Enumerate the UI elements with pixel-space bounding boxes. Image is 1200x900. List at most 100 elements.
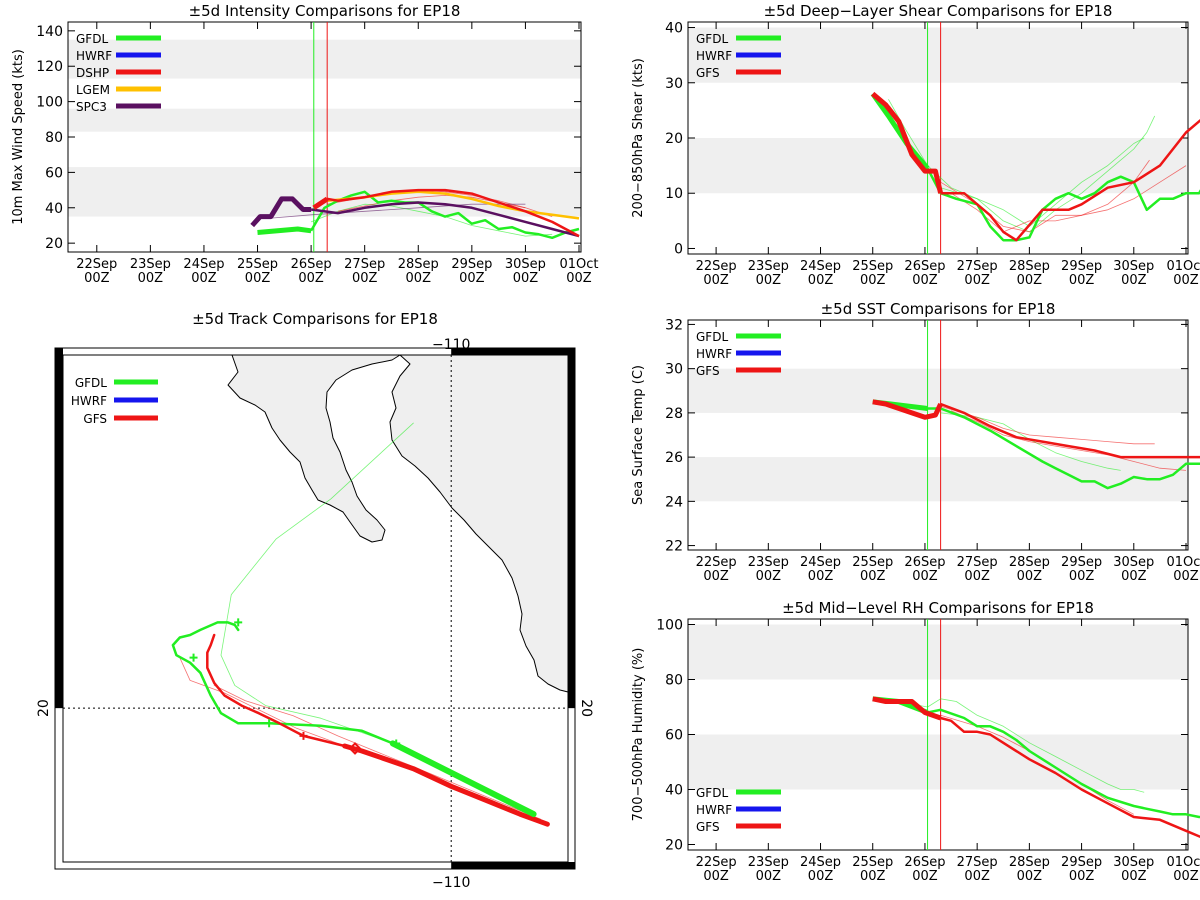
shear-xtick-day: 27Sep	[957, 259, 998, 274]
sst-xtick-hour: 00Z	[1017, 569, 1043, 584]
rh-xtick-day: 26Sep	[904, 855, 945, 870]
track-title: ±5d Track Comparisons for EP18	[192, 310, 438, 328]
rh-xtick-day: 24Sep	[800, 855, 841, 870]
intensity-xtick-day: 27Sep	[344, 257, 385, 272]
intensity-xtick-hour: 00Z	[191, 271, 217, 286]
rh-panel: ±5d Mid−Level RH Comparisons for EP18 700…	[631, 599, 1200, 884]
shear-series-gfdl-1	[926, 167, 1200, 242]
track-legend-label-gfdl: GFDL	[75, 376, 107, 390]
intensity-band-1	[68, 108, 581, 132]
sst-series-gfs-6	[950, 410, 1187, 471]
sst-xtick-day: 29Sep	[1061, 555, 1102, 570]
track-lon-label-bottom: −110	[432, 875, 470, 891]
track-legend-label-hwrf: HWRF	[71, 394, 107, 408]
sst-xtick-hour: 00Z	[860, 569, 886, 584]
intensity-series-spc3-10	[268, 203, 526, 219]
shear-ylabel: 200−850hPa Shear (kts)	[631, 58, 646, 218]
intensity-xtick-day: 25Sep	[237, 257, 278, 272]
shear-series-gfdl-5	[940, 137, 1145, 227]
intensity-title: ±5d Intensity Comparisons for EP18	[189, 2, 461, 20]
shear-xtick-hour: 00Z	[1121, 273, 1147, 288]
sst-panel: ±5d SST Comparisons for EP18 Sea Surface …	[631, 300, 1200, 584]
intensity-xtick-hour: 00Z	[84, 271, 110, 286]
track-border-bottom-right	[451, 862, 575, 869]
track-series-gfs-5	[179, 657, 346, 747]
intensity-series-dshp-6	[326, 188, 580, 238]
sst-xtick-hour: 00Z	[1173, 569, 1199, 584]
intensity-series-dshp-4	[312, 196, 329, 210]
shear-panel: ±5d Deep−Layer Shear Comparisons for EP1…	[631, 2, 1200, 288]
intensity-panel: ±5d Intensity Comparisons for EP18 10m Ma…	[11, 2, 599, 286]
intensity-xtick-day: 22Sep	[76, 257, 117, 272]
rh-xtick-hour: 00Z	[1017, 869, 1043, 884]
track-marker-diamond-5	[348, 742, 362, 755]
intensity-xtick-hour: 00Z	[298, 271, 324, 286]
sst-series-gfs-3	[940, 402, 1200, 459]
sst-title: ±5d SST Comparisons for EP18	[821, 300, 1056, 318]
shear-series-gfs-3	[940, 119, 1200, 242]
rh-xtick-day: 27Sep	[957, 855, 998, 870]
sst-legend-label-gfdl: GFDL	[696, 330, 728, 344]
shear-legend-label-gfs: GFS	[696, 66, 720, 80]
sst-ytick-label: 26	[665, 450, 683, 466]
shear-xtick-day: 30Sep	[1113, 259, 1154, 274]
intensity-ylabel: 10m Max Wind Speed (kts)	[11, 49, 26, 225]
track-frame	[62, 354, 569, 863]
intensity-xtick-day: 28Sep	[398, 257, 439, 272]
track-lon-label-top: −110	[432, 337, 470, 353]
intensity-legend-label-dshp: DSHP	[76, 66, 109, 80]
sst-legend-label-hwrf: HWRF	[696, 347, 732, 361]
intensity-xtick-hour: 00Z	[513, 271, 539, 286]
shear-ytick-label: 10	[665, 186, 683, 202]
track-series-gfdl-4	[220, 422, 414, 744]
rh-band-0	[688, 734, 1188, 790]
rh-xtick-hour: 00Z	[1173, 869, 1199, 884]
rh-xtick-hour: 00Z	[964, 869, 990, 884]
shear-xtick-day: 29Sep	[1061, 259, 1102, 274]
intensity-series-spc3-2	[250, 196, 312, 228]
sst-band-0	[688, 457, 1188, 502]
rh-xtick-day: 28Sep	[1009, 855, 1050, 870]
rh-legend-label-hwrf: HWRF	[696, 803, 732, 817]
shear-xtick-hour: 00Z	[1173, 273, 1199, 288]
intensity-xtick-hour: 00Z	[138, 271, 164, 286]
shear-ytick-label: 40	[665, 21, 683, 37]
track-border-right-top	[568, 348, 575, 709]
intensity-xtick-day: 24Sep	[183, 257, 224, 272]
rh-ylabel: 700−500hPa Humidity (%)	[631, 648, 646, 822]
rh-series-gfdl-1	[927, 708, 1200, 819]
intensity-legend-label-gfdl: GFDL	[76, 32, 108, 46]
sst-ytick-label: 24	[665, 494, 683, 510]
rh-ytick-label: 60	[665, 728, 683, 744]
intensity-ytick-label: 20	[45, 236, 63, 252]
rh-ytick-label: 80	[665, 673, 683, 689]
intensity-xtick-hour: 00Z	[245, 271, 271, 286]
shear-ytick-label: 20	[665, 131, 683, 147]
sst-xtick-hour: 00Z	[964, 569, 990, 584]
shear-legend-label-gfdl: GFDL	[696, 32, 728, 46]
shear-xtick-hour: 00Z	[808, 273, 834, 288]
intensity-legend-label-lgem: LGEM	[76, 83, 110, 97]
rh-ytick-label: 40	[665, 783, 683, 799]
track-marker-plus-1	[234, 618, 243, 627]
rh-xtick-day: 30Sep	[1113, 855, 1154, 870]
rh-band-1	[688, 624, 1188, 680]
intensity-ytick-label: 120	[36, 59, 63, 75]
sst-xtick-day: 23Sep	[748, 555, 789, 570]
sst-xtick-day: 22Sep	[696, 555, 737, 570]
rh-xtick-day: 01Oct	[1166, 855, 1200, 870]
track-lat-label-right: 20	[578, 699, 594, 717]
intensity-ytick-label: 80	[45, 130, 63, 146]
sst-xtick-day: 27Sep	[957, 555, 998, 570]
sst-series-gfdl-4	[940, 412, 1121, 471]
rh-legend-label-gfs: GFS	[696, 820, 720, 834]
mexico-mainland-land	[389, 354, 569, 693]
sst-series-gfs-2	[872, 399, 943, 420]
sst-xtick-day: 24Sep	[800, 555, 841, 570]
sst-frame	[687, 319, 1189, 551]
intensity-ytick-label: 60	[45, 165, 63, 181]
rh-xtick-day: 23Sep	[748, 855, 789, 870]
sst-series-gfdl-1	[927, 407, 1200, 490]
shear-xtick-hour: 00Z	[860, 273, 886, 288]
